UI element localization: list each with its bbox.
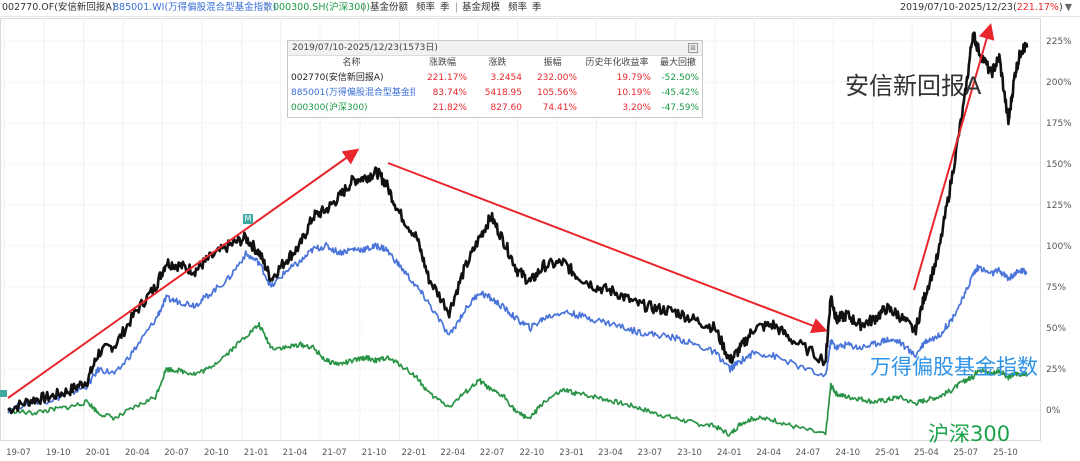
row-name: 000300(沪深300) bbox=[291, 103, 368, 113]
y-tick-label: 150% bbox=[1046, 160, 1072, 170]
x-tick-label: 20-01 bbox=[86, 448, 111, 458]
table-cell: 3.20% bbox=[622, 103, 651, 113]
quarter-button[interactable]: 季 bbox=[532, 2, 542, 13]
x-tick-label: 23-10 bbox=[677, 448, 702, 458]
table-row[interactable]: 002770(安信新回报A) 221.17% 3.2454 232.00% 19… bbox=[288, 71, 702, 86]
x-tick-label: 22-10 bbox=[520, 448, 545, 458]
x-tick-label: 23-07 bbox=[637, 448, 662, 458]
x-tick-label: 23-04 bbox=[598, 448, 623, 458]
table-row[interactable]: 885001(万得偏股混合型基金指数) 83.74% 5418.95 105.5… bbox=[288, 86, 702, 101]
x-tick-label: 22-07 bbox=[480, 448, 505, 458]
chart-header-bar: 002770.OF(安信新回报A) | 885001.WI(万得偏股混合型基金指… bbox=[0, 0, 1080, 17]
statistics-panel: 2019/07/10-2025/12/23(1573日) ⊠ 名称 涨跌幅 涨跌… bbox=[287, 40, 703, 118]
table-cell: -47.59% bbox=[661, 103, 699, 113]
x-tick-label: 21-04 bbox=[283, 448, 308, 458]
y-tick-label: 175% bbox=[1046, 119, 1072, 129]
fund-share-button[interactable]: 基金份额 bbox=[370, 2, 409, 13]
index-series-label: 万得偏股基金指数 bbox=[870, 355, 1038, 379]
table-cell: 74.41% bbox=[542, 103, 577, 113]
fund-size-button[interactable]: 基金规模 bbox=[462, 2, 501, 13]
table-cell: 5418.95 bbox=[484, 88, 522, 98]
legend-item-hs300[interactable]: 000300.SH(沪深300) bbox=[273, 2, 371, 13]
event-marker[interactable]: M bbox=[243, 214, 253, 224]
x-tick-label: 24-04 bbox=[756, 448, 781, 458]
table-cell: 105.56% bbox=[536, 88, 577, 98]
hs300-series-label: 沪深300 bbox=[928, 422, 1011, 446]
close-icon[interactable]: ⊠ bbox=[688, 43, 698, 53]
x-tick-label: 20-04 bbox=[125, 448, 150, 458]
table-cell: 827.60 bbox=[490, 103, 523, 113]
column-header: 涨跌 bbox=[488, 58, 507, 68]
x-tick-label: 25-07 bbox=[953, 448, 978, 458]
trend-arrows bbox=[0, 23, 995, 399]
trend-arrow-up bbox=[913, 23, 995, 291]
x-tick-label: 24-01 bbox=[717, 448, 742, 458]
table-cell: 3.2454 bbox=[490, 73, 523, 83]
separator: | bbox=[362, 2, 366, 13]
x-tick-label: 19-07 bbox=[6, 448, 31, 458]
column-header: 名称 bbox=[342, 58, 361, 68]
separator: | bbox=[105, 2, 109, 13]
y-tick-label: 25% bbox=[1046, 365, 1066, 375]
row-name: 002770(安信新回报A) bbox=[291, 73, 384, 83]
column-header: 涨跌幅 bbox=[428, 58, 456, 68]
plot-border bbox=[0, 18, 1041, 441]
column-header: 最大回撤 bbox=[659, 58, 696, 68]
table-cell: 21.82% bbox=[432, 103, 467, 113]
x-tick-label: 21-10 bbox=[362, 448, 387, 458]
table-cell: 83.74% bbox=[432, 88, 467, 98]
frequency-label[interactable]: 频率 bbox=[416, 2, 436, 13]
x-tick-label: 23-01 bbox=[559, 448, 584, 458]
x-tick-label: 25-10 bbox=[993, 448, 1018, 458]
x-tick-label: 25-01 bbox=[875, 448, 900, 458]
panel-title: 2019/07/10-2025/12/23(1573日) ⊠ bbox=[288, 41, 702, 56]
x-tick-label: 20-10 bbox=[204, 448, 229, 458]
column-header: 历史年化收益率 bbox=[585, 58, 649, 68]
x-tick-label: 25-04 bbox=[914, 448, 939, 458]
table-cell: 232.00% bbox=[536, 73, 577, 83]
start-marker bbox=[0, 390, 7, 397]
y-tick-label: 50% bbox=[1046, 324, 1066, 334]
y-tick-label: 200% bbox=[1046, 78, 1072, 88]
quarter-button[interactable]: 季 bbox=[440, 2, 450, 13]
table-cell: 19.79% bbox=[616, 73, 651, 83]
column-header: 振幅 bbox=[543, 58, 562, 68]
table-cell: 221.17% bbox=[426, 73, 467, 83]
row-name: 885001(万得偏股混合型基金指数) bbox=[291, 88, 415, 98]
table-row[interactable]: 000300(沪深300) 21.82% 827.60 74.41% 3.20%… bbox=[288, 101, 702, 116]
trend-arrow-down bbox=[387, 162, 828, 334]
x-tick-label: 19-10 bbox=[46, 448, 71, 458]
x-tick-label: 20-07 bbox=[164, 448, 189, 458]
series-line-hs300 bbox=[7, 321, 1028, 437]
date-range-display[interactable]: 2019/07/10-2025/12/23(221.17%) ▼ bbox=[900, 2, 1072, 13]
table-cell: -52.50% bbox=[661, 73, 699, 83]
table-cell: -45.42% bbox=[661, 88, 699, 98]
x-tick-label: 24-10 bbox=[835, 448, 860, 458]
x-tick-label: 21-07 bbox=[322, 448, 347, 458]
fund-series-label: 安信新回报A bbox=[845, 72, 982, 100]
x-axis-ticks: 19-07 19-10 20-01 20-04 20-07 20-10 21-01 21-04… bbox=[6, 448, 1018, 458]
y-tick-label: 125% bbox=[1046, 201, 1072, 211]
statistics-table: 名称 涨跌幅 涨跌 振幅 历史年化收益率 最大回撤 002770(安信新回报A)… bbox=[288, 56, 702, 116]
x-tick-label: 24-07 bbox=[796, 448, 821, 458]
x-tick-label: 22-04 bbox=[440, 448, 465, 458]
y-tick-label: 0% bbox=[1046, 406, 1061, 416]
table-header-row: 名称 涨跌幅 涨跌 振幅 历史年化收益率 最大回撤 bbox=[288, 56, 702, 71]
trend-arrow-up bbox=[7, 148, 360, 399]
y-tick-label: 75% bbox=[1046, 283, 1066, 293]
chevron-down-icon[interactable]: ▼ bbox=[1064, 2, 1072, 13]
legend-item-fund[interactable]: 002770.OF(安信新回报A) bbox=[2, 2, 116, 13]
y-tick-label: 225% bbox=[1046, 37, 1072, 47]
y-tick-label: 100% bbox=[1046, 242, 1072, 252]
series-line-index bbox=[7, 241, 1028, 414]
x-tick-label: 21-01 bbox=[244, 448, 269, 458]
x-tick-label: 22-01 bbox=[402, 448, 427, 458]
separator: | bbox=[455, 2, 459, 13]
separator: | bbox=[266, 2, 270, 13]
frequency-label[interactable]: 频率 bbox=[508, 2, 528, 13]
legend-item-index[interactable]: 885001.WI(万得偏股混合型基金指数) bbox=[113, 2, 277, 13]
table-cell: 10.19% bbox=[616, 88, 651, 98]
y-axis-ticks: 225% 200% 175% 150% 125% 100% 75% 50% 25% 0% bbox=[1046, 37, 1072, 416]
